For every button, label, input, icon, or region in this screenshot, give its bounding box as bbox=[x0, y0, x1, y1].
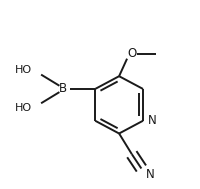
Text: HO: HO bbox=[14, 103, 32, 113]
Text: B: B bbox=[59, 82, 67, 95]
Text: N: N bbox=[148, 114, 156, 127]
Text: N: N bbox=[146, 168, 155, 181]
Text: O: O bbox=[127, 47, 136, 60]
Text: HO: HO bbox=[14, 65, 32, 75]
